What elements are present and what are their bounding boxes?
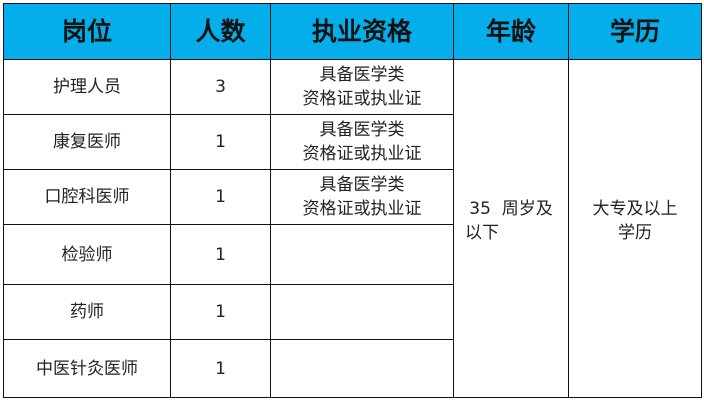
qualification-line: 具备医学类 [319, 120, 405, 140]
qualification-cell: 具备医学类资格证或执业证 [270, 169, 454, 225]
table-row: 检验师 1 [3, 224, 702, 285]
header-qualification: 执业资格 [270, 3, 454, 60]
age-line: 以下 [465, 222, 499, 243]
header-age: 年龄 [453, 3, 569, 60]
qualification-line: 资格证或执业证 [302, 89, 422, 109]
position-cell: 康复医师 [3, 114, 171, 170]
position-cell: 中医针灸医师 [3, 339, 171, 398]
table-row: 护理人员 3 具备医学类 资格证或执业证 35 周岁及 以下 大专及以上 学历 [3, 59, 702, 398]
count-cell: 1 [170, 224, 271, 285]
qualification-cell: 具备医学类资格证或执业证 [270, 59, 454, 115]
table-row: 康复医师 1 具备医学类资格证或执业证 [3, 114, 702, 170]
count-cell: 1 [170, 169, 271, 225]
education-line: 学历 [618, 222, 652, 243]
qualification-cell [270, 339, 454, 398]
header-row: 岗位 人数 执业资格 年龄 学历 [3, 3, 702, 60]
qualification-line: 具备医学类 [319, 175, 405, 195]
education-line: 大专及以上 [592, 198, 678, 219]
qualification-cell [270, 284, 454, 340]
table-row: 中医针灸医师 1 [3, 339, 702, 398]
header-position: 岗位 [3, 3, 171, 60]
header-count: 人数 [170, 3, 271, 60]
age-cell: 35 周岁及以下 [453, 59, 569, 398]
table-row: 口腔科医师 1 具备医学类资格证或执业证 [3, 169, 702, 225]
qualification-line: 资格证或执业证 [302, 199, 422, 219]
qualification-line: 资格证或执业证 [302, 144, 422, 164]
qualification-cell [270, 224, 454, 285]
count-cell: 1 [170, 284, 271, 340]
position-cell: 检验师 [3, 224, 171, 285]
qualification-line: 具备医学类 [319, 65, 405, 85]
table-row: 药师 1 [3, 284, 702, 340]
age-line: 35 周岁及 [469, 198, 553, 219]
count-cell: 1 [170, 339, 271, 398]
recruitment-table: 岗位 人数 执业资格 年龄 学历 护理人员 3 具备医学类 资格证或执业证 35 … [3, 3, 702, 398]
education-cell: 大专及以上 学历 [568, 59, 702, 398]
count-cell: 1 [170, 114, 271, 170]
qualification-cell: 具备医学类资格证或执业证 [270, 114, 454, 170]
count-cell: 3 [170, 59, 271, 115]
header-education: 学历 [568, 3, 702, 60]
position-cell: 护理人员 [3, 59, 171, 115]
position-cell: 药师 [3, 284, 171, 340]
position-cell: 口腔科医师 [3, 169, 171, 225]
